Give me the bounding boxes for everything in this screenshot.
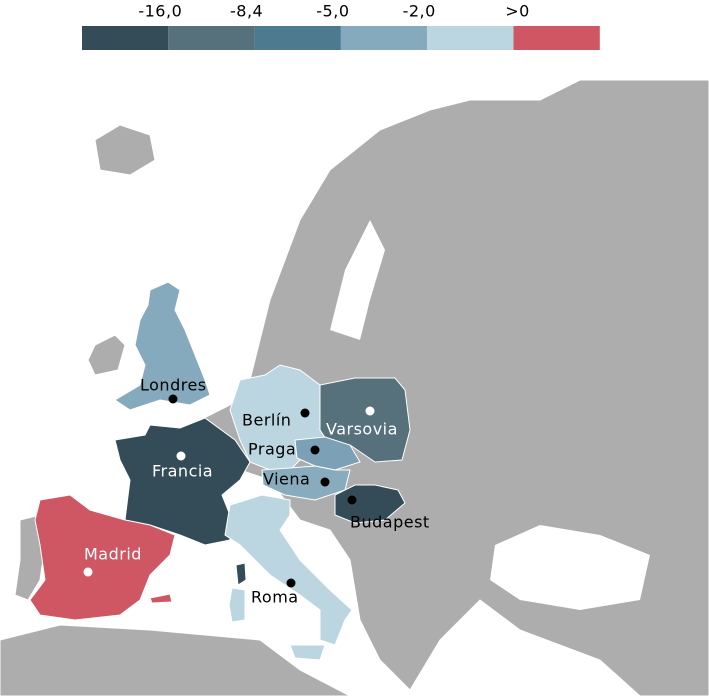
legend-swatch xyxy=(427,26,514,50)
legend-label: >0 xyxy=(505,2,530,21)
city-dot xyxy=(176,451,186,461)
city-label: Londres xyxy=(140,376,207,395)
city-dot xyxy=(365,406,375,416)
legend: -16,0 -8,4 -5,0 -2,0 >0 xyxy=(82,2,600,50)
city-dot xyxy=(83,567,93,577)
legend-swatch xyxy=(340,26,428,50)
city-label: Madrid xyxy=(84,545,142,564)
city-dot xyxy=(168,394,178,404)
city-labels: Londres Berlín Varsovia Praga Francia Viena Bu… xyxy=(83,376,430,607)
legend-swatch xyxy=(168,26,255,50)
legend-label: -2,0 xyxy=(403,2,436,21)
city-dot xyxy=(310,445,320,455)
city-dot xyxy=(286,578,296,588)
legend-swatch xyxy=(254,26,341,50)
legend-swatch xyxy=(82,26,169,50)
city-label: Budapest xyxy=(350,513,430,532)
city-label: Praga xyxy=(248,440,296,459)
city-dot xyxy=(300,408,310,418)
city-label: Berlín xyxy=(242,411,291,430)
background-land xyxy=(0,79,709,696)
legend-label: -5,0 xyxy=(316,2,349,21)
city-label: Varsovia xyxy=(326,420,398,439)
legend-swatch xyxy=(513,26,600,50)
city-dot xyxy=(320,477,330,487)
countries xyxy=(29,281,411,661)
city-dot xyxy=(347,495,357,505)
city-label: Viena xyxy=(263,470,310,489)
city-label: Roma xyxy=(251,588,299,607)
legend-label: -16,0 xyxy=(138,2,182,21)
city-label: Francia xyxy=(152,462,213,481)
legend-label: -8,4 xyxy=(230,2,263,21)
